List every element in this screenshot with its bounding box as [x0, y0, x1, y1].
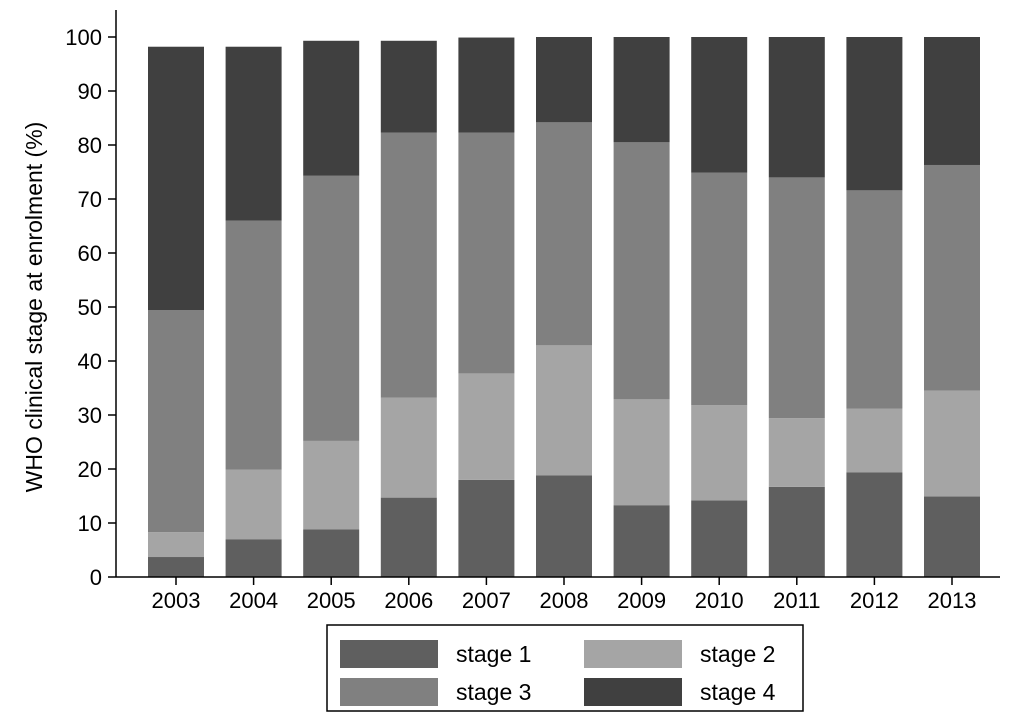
bar-stage-4-2009 [613, 37, 670, 143]
y-tick-label-30: 30 [78, 403, 102, 428]
bar-stage-4-2007 [458, 37, 515, 133]
legend-swatch-stage-3 [340, 678, 438, 706]
x-tick-label-2005: 2005 [307, 588, 356, 613]
bar-stage-4-2010 [691, 37, 748, 173]
y-tick-label-100: 100 [65, 25, 102, 50]
bar-stage-4-2003 [148, 46, 204, 311]
bar-stage-2-2013 [924, 390, 980, 497]
legend-label-stage-4: stage 4 [700, 679, 776, 705]
bar-stage-1-2007 [458, 479, 515, 577]
bar-stage-3-2005 [303, 175, 360, 441]
legend-swatch-stage-1 [340, 640, 438, 668]
bar-stage-4-2006 [380, 40, 437, 133]
x-tick-label-2009: 2009 [617, 588, 666, 613]
bar-stage-1-2005 [303, 529, 360, 577]
x-tick-label-2012: 2012 [850, 588, 899, 613]
bar-stage-4-2012 [846, 37, 903, 191]
y-axis-title: WHO clinical stage at enrolment (%) [21, 122, 47, 493]
bar-stage-3-2003 [148, 310, 204, 533]
bar-stage-3-2010 [691, 172, 748, 406]
bar-stage-1-2006 [380, 497, 437, 577]
bar-stage-3-2011 [768, 177, 825, 419]
bar-stage-3-2012 [846, 190, 903, 409]
x-tick-label-2010: 2010 [695, 588, 744, 613]
bar-stage-1-2008 [536, 475, 592, 577]
x-tick-label-2008: 2008 [540, 588, 589, 613]
bar-stage-2-2009 [613, 399, 670, 506]
y-tick-label-0: 0 [90, 565, 102, 590]
axes-layer: 0 10 20 30 40 50 60 70 80 90 100 2003 2004 2005 2006 20… [65, 10, 1000, 613]
bar-stage-3-2006 [380, 132, 437, 398]
legend-label-stage-2: stage 2 [700, 641, 775, 667]
bar-stage-1-2003 [148, 557, 204, 577]
bar-stage-3-2008 [536, 122, 592, 346]
bar-stage-1-2012 [846, 472, 903, 577]
x-tick-label-2007: 2007 [462, 588, 511, 613]
bar-stage-2-2004 [225, 469, 282, 540]
x-tick-label-2003: 2003 [152, 588, 201, 613]
y-tick-label-80: 80 [78, 133, 102, 158]
bar-stage-4-2008 [536, 37, 592, 123]
y-tick-label-40: 40 [78, 349, 102, 374]
bar-stage-4-2005 [303, 40, 360, 176]
bar-stage-2-2010 [691, 405, 748, 501]
bar-stage-2-2008 [536, 345, 592, 476]
bar-stage-2-2003 [148, 532, 204, 558]
bar-stage-4-2011 [768, 37, 825, 178]
bar-stage-1-2013 [924, 496, 980, 577]
legend: stage 1 stage 2 stage 3 stage 4 [326, 624, 804, 712]
bar-stage-2-2005 [303, 440, 360, 530]
bar-stage-1-2009 [613, 505, 670, 577]
bar-stage-2-2012 [846, 408, 903, 473]
y-tick-label-10: 10 [78, 511, 102, 536]
bar-stage-1-2011 [768, 486, 825, 577]
y-tick-label-20: 20 [78, 457, 102, 482]
x-tick-label-2004: 2004 [229, 588, 278, 613]
bars-layer [148, 37, 980, 577]
y-tick-label-50: 50 [78, 295, 102, 320]
y-tick-label-70: 70 [78, 187, 102, 212]
legend-label-stage-3: stage 3 [456, 679, 531, 705]
x-tick-label-2013: 2013 [928, 588, 977, 613]
bar-stage-3-2004 [225, 220, 282, 470]
legend-swatch-stage-4 [584, 678, 682, 706]
legend-swatch-stage-2 [584, 640, 682, 668]
bar-stage-4-2004 [225, 46, 282, 221]
bar-stage-1-2010 [691, 500, 748, 577]
bar-stage-3-2013 [924, 164, 980, 391]
bar-stage-1-2004 [225, 539, 282, 577]
bar-stage-3-2009 [613, 142, 670, 400]
bar-stage-2-2011 [768, 418, 825, 487]
bar-stage-2-2007 [458, 373, 515, 480]
legend-label-stage-1: stage 1 [456, 641, 531, 667]
bar-stage-4-2013 [924, 37, 980, 165]
y-tick-label-60: 60 [78, 241, 102, 266]
x-tick-label-2011: 2011 [773, 588, 820, 613]
x-tick-label-2006: 2006 [384, 588, 433, 613]
bar-stage-3-2007 [458, 132, 515, 374]
y-tick-label-90: 90 [78, 79, 102, 104]
bar-stage-2-2006 [380, 397, 437, 498]
